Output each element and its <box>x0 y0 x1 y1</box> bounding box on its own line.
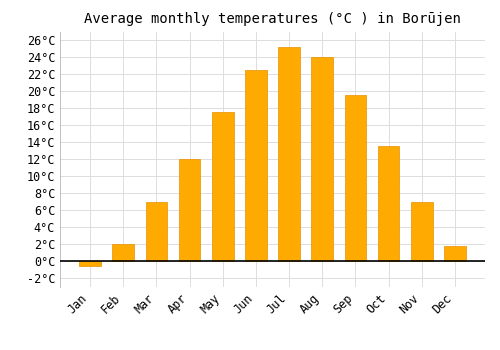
Bar <box>378 146 400 261</box>
Bar <box>245 70 266 261</box>
Bar <box>212 112 234 261</box>
Bar <box>344 95 366 261</box>
Title: Average monthly temperatures (°C ) in Borūjen: Average monthly temperatures (°C ) in Bo… <box>84 12 461 26</box>
Bar <box>278 47 300 261</box>
Bar <box>80 261 101 266</box>
Bar <box>312 57 333 261</box>
Bar <box>146 202 167 261</box>
Bar <box>411 202 432 261</box>
Bar <box>444 246 466 261</box>
Bar <box>112 244 134 261</box>
Bar <box>179 159 201 261</box>
